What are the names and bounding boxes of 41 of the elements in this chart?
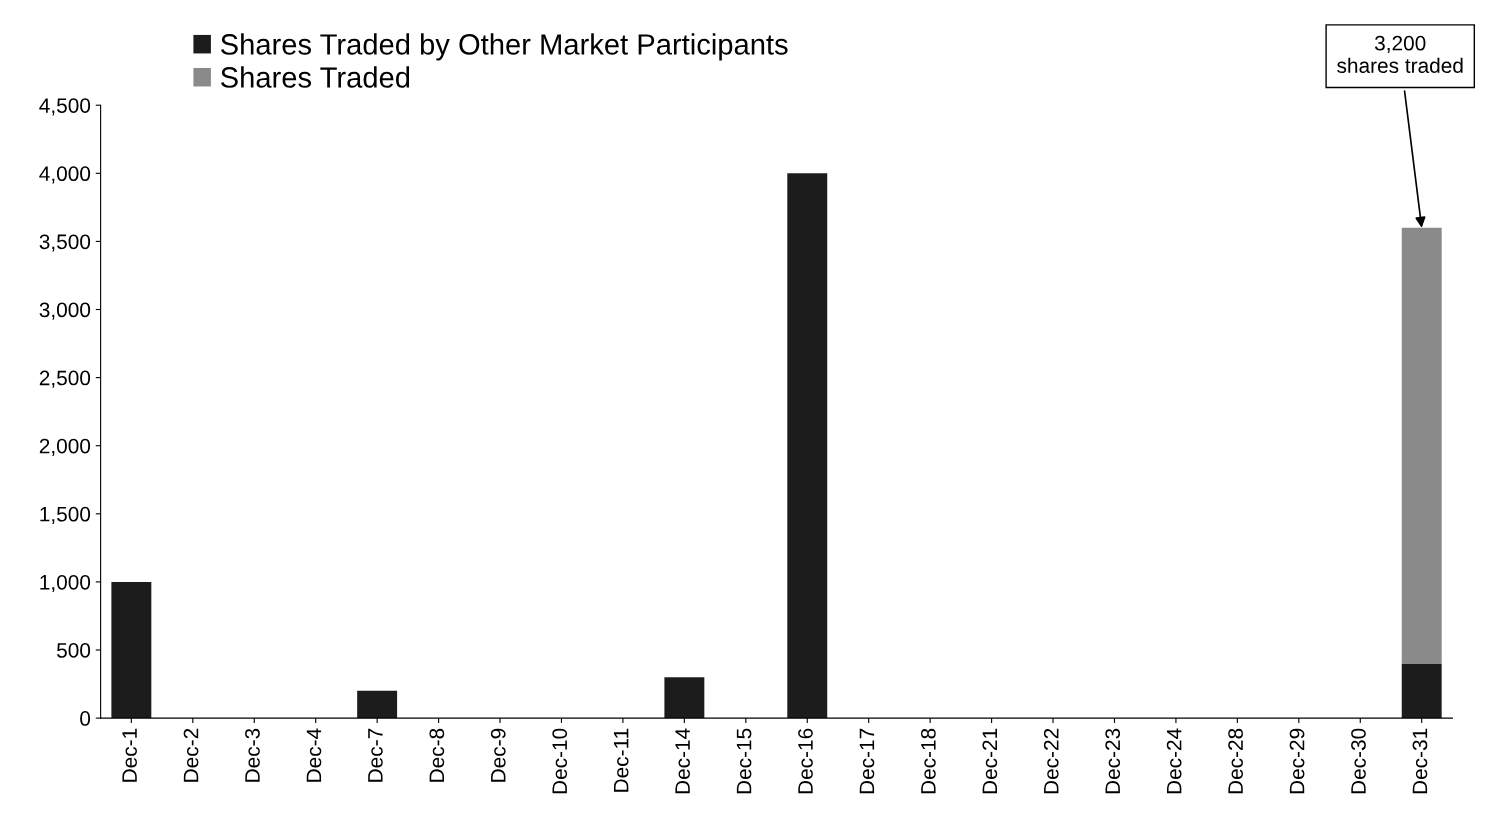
annotation: 3,200 shares traded	[1337, 35, 1463, 73]
x-tick-label: Dec-4	[306, 728, 322, 782]
bar	[1401, 663, 1442, 719]
x-tick-label: Dec-29	[1289, 728, 1305, 794]
bar	[1401, 227, 1442, 664]
y-tick-label: 0	[80, 711, 91, 726]
x-tick-label: Dec-30	[1351, 728, 1366, 794]
bar	[664, 677, 705, 719]
x-tick-label: Dec-16	[798, 728, 813, 794]
x-tick-label: Dec-18	[920, 728, 936, 794]
bar	[357, 690, 398, 719]
x-tick-label: Dec-10	[552, 728, 568, 794]
legend-label: Shares Traded by Other Market Participants	[220, 33, 788, 61]
x-tick-label: Dec-8	[429, 728, 445, 782]
y-tick-label: 2,000	[39, 438, 91, 456]
x-tick-label: Dec-11	[613, 728, 629, 792]
legend-label: Shares Traded	[220, 66, 410, 88]
x-tick-label: Dec-3	[245, 728, 260, 782]
x-tick-label: Dec-14	[675, 728, 690, 794]
x-tick-label: Dec-7	[368, 728, 383, 782]
y-tick-label: 4,500	[39, 98, 91, 116]
y-tick-label: 2,500	[39, 370, 91, 388]
x-tick-label: Dec-17	[859, 728, 875, 794]
x-tick-label: Dec-28	[1228, 728, 1243, 794]
x-tick-label: Dec-15	[736, 728, 752, 794]
y-tick-label: 4,000	[39, 166, 91, 184]
y-tick-label: 1,500	[40, 506, 91, 525]
x-tick-label: Dec-1	[122, 728, 137, 782]
y-tick-label: 3,000	[39, 302, 91, 320]
bar	[787, 173, 828, 719]
y-tick-label: 3,500	[39, 234, 91, 252]
x-tick-label: Dec-21	[982, 728, 998, 794]
x-tick-label: Dec-24	[1166, 728, 1182, 794]
bar	[111, 581, 152, 719]
x-tick-label: Dec-22	[1043, 728, 1059, 794]
y-tick-label: 1,000	[40, 574, 91, 593]
x-tick-label: Dec-2	[183, 728, 199, 782]
x-tick-label: Dec-31	[1412, 728, 1428, 794]
y-tick-label: 500	[56, 643, 91, 658]
x-tick-label: Dec-9	[490, 728, 506, 782]
x-tick-label: Dec-23	[1105, 728, 1121, 794]
